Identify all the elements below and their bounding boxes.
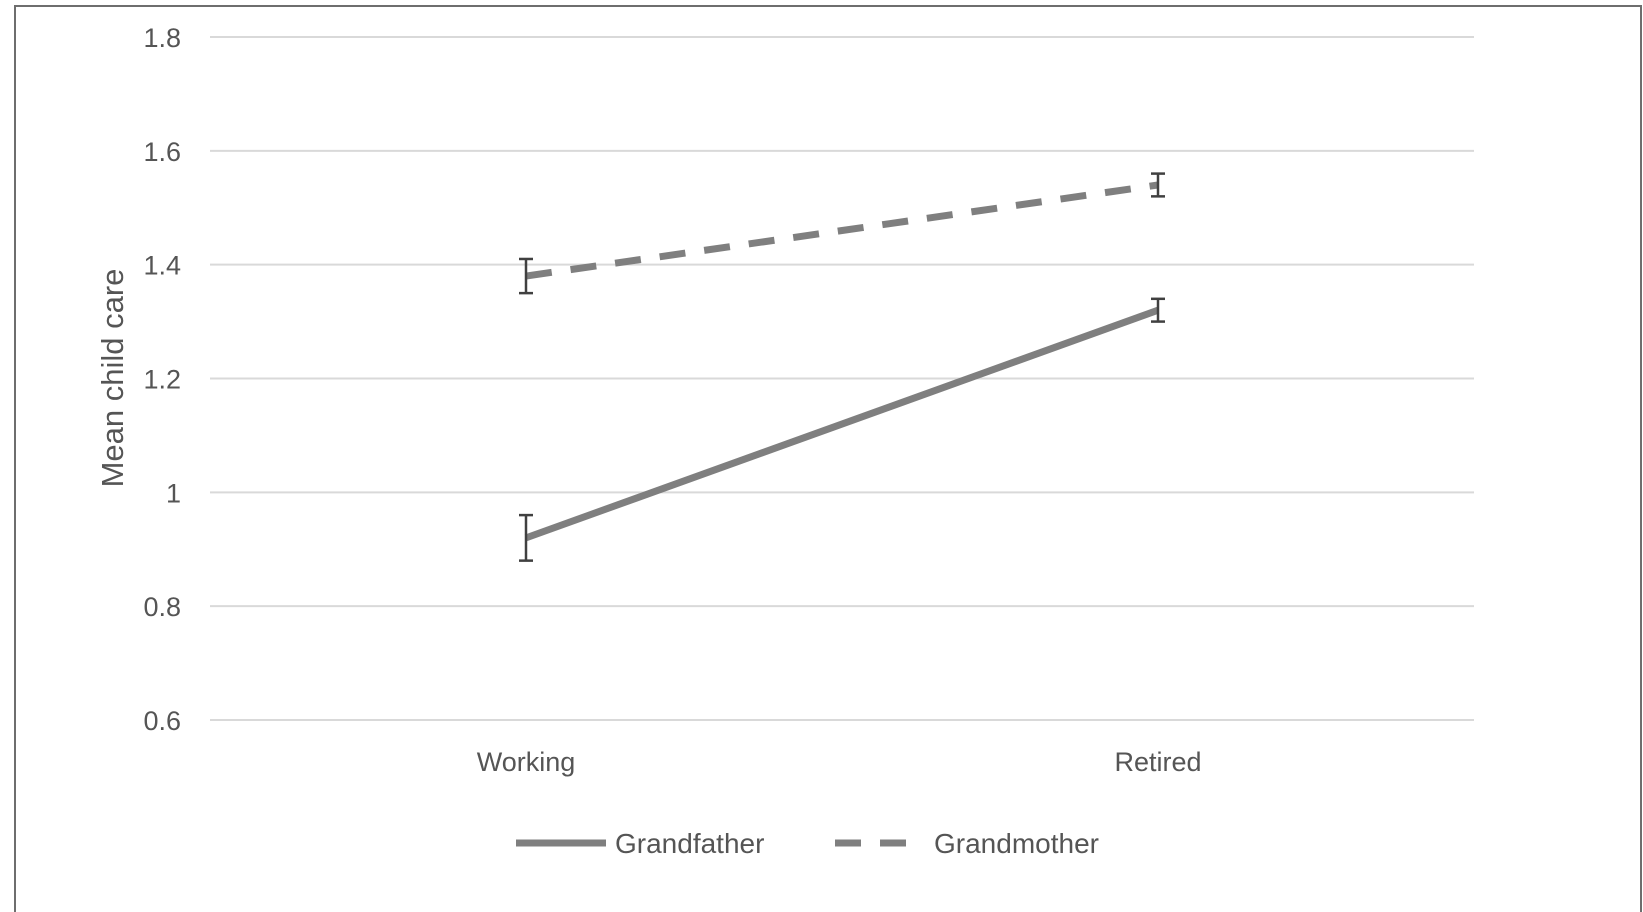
y-tick-label: 1.2: [143, 365, 181, 395]
grandfather-series-line: [524, 306, 1160, 542]
y-axis-ticks: 0.6 0.8 1 1.2 1.4 1.6 1.8: [143, 23, 181, 736]
grandmother-legend-label: Grandmother: [934, 828, 1099, 859]
grandfather-legend-label: Grandfather: [615, 828, 764, 859]
y-tick-label: 0.6: [143, 706, 181, 736]
y-tick-label: 1.8: [143, 23, 181, 53]
chart-frame: [14, 5, 1642, 912]
grandmother-series-line: [525, 181, 1159, 280]
x-axis-ticks: Working Retired: [477, 747, 1202, 777]
y-tick-label: 0.8: [143, 592, 181, 622]
data-series: [524, 181, 1160, 542]
y-tick-label: 1.6: [143, 137, 181, 167]
legend: Grandfather Grandmother: [516, 828, 1099, 859]
x-tick-label: Retired: [1114, 747, 1201, 777]
gridlines: [210, 36, 1474, 721]
y-axis-title: Mean child care: [95, 269, 130, 488]
y-tick-label: 1.4: [143, 251, 181, 281]
x-tick-label: Working: [477, 747, 576, 777]
error-bars: [519, 172, 1165, 562]
y-tick-label: 1: [166, 478, 181, 508]
